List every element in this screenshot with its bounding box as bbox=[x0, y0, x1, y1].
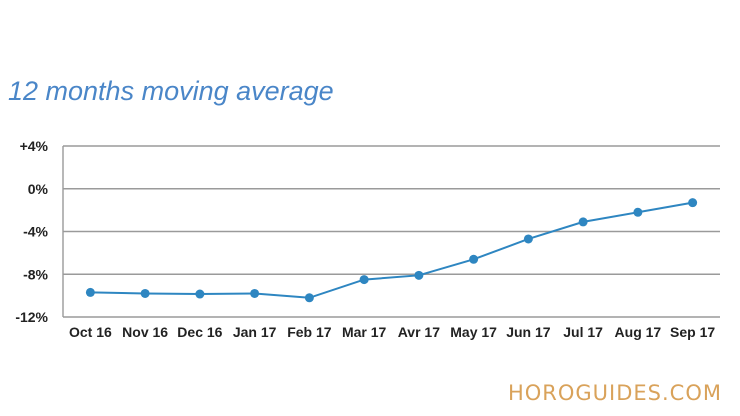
series-line bbox=[90, 201, 693, 299]
chart-title: 12 months moving average bbox=[8, 76, 334, 106]
y-tick-label: -4% bbox=[23, 224, 48, 240]
data-point bbox=[304, 293, 314, 303]
x-tick-label: Jan 17 bbox=[233, 324, 277, 340]
x-tick-label: Sep 17 bbox=[670, 324, 715, 340]
data-point bbox=[523, 234, 533, 244]
data-point bbox=[414, 270, 424, 280]
y-tick-label: 0% bbox=[28, 181, 49, 197]
x-tick-label: Aug 17 bbox=[615, 324, 662, 340]
series-layer bbox=[85, 198, 698, 303]
x-tick-label: May 17 bbox=[450, 324, 497, 340]
x-tick-label: Nov 16 bbox=[122, 324, 168, 340]
y-axis-ticks: +4% 0% -4% -8% -12% bbox=[15, 138, 48, 325]
x-tick-label: Jul 17 bbox=[563, 324, 603, 340]
x-tick-label: Oct 16 bbox=[69, 324, 112, 340]
y-tick-label: -8% bbox=[23, 266, 48, 282]
data-point bbox=[633, 207, 643, 217]
x-tick-label: Dec 16 bbox=[177, 324, 222, 340]
data-point bbox=[140, 288, 150, 298]
data-point bbox=[469, 254, 479, 264]
x-axis-ticks: Oct 16 Nov 16 Dec 16 Jan 17 Feb 17 Mar 17 Avr … bbox=[69, 324, 715, 340]
data-point bbox=[688, 198, 698, 208]
x-tick-label: Feb 17 bbox=[287, 324, 332, 340]
grid-lines bbox=[62, 145, 720, 318]
x-tick-label: Avr 17 bbox=[398, 324, 441, 340]
data-point bbox=[578, 217, 588, 227]
y-tick-label: +4% bbox=[20, 138, 49, 154]
x-tick-label: Jun 17 bbox=[506, 324, 551, 340]
data-point bbox=[359, 275, 369, 285]
data-point bbox=[195, 289, 205, 299]
x-tick-label: Mar 17 bbox=[342, 324, 387, 340]
data-point bbox=[85, 287, 95, 297]
y-tick-label: -12% bbox=[15, 309, 48, 325]
data-point bbox=[250, 288, 260, 298]
watermark: HOROGUIDES.COM bbox=[507, 381, 722, 405]
